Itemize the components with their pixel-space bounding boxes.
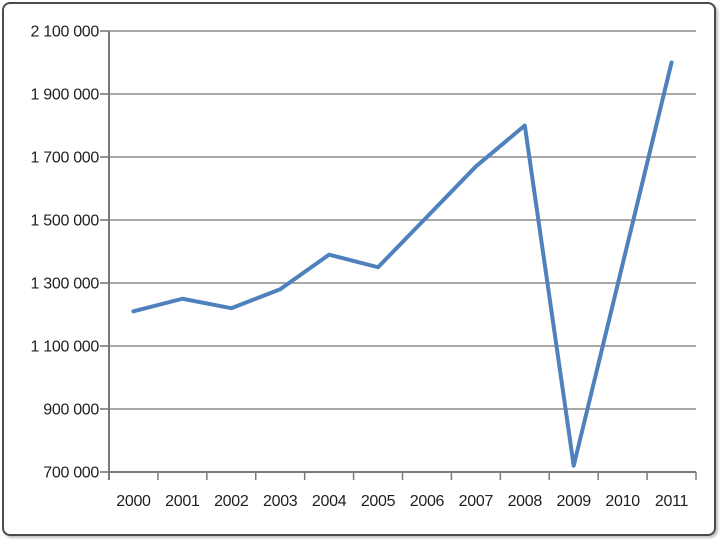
x-axis-label: 2000 bbox=[116, 493, 151, 510]
y-axis-label: 1 500 000 bbox=[31, 213, 100, 230]
y-axis-label: 2 100 000 bbox=[31, 24, 100, 41]
x-axis-label: 2010 bbox=[605, 493, 640, 510]
x-axis-label: 2011 bbox=[655, 493, 689, 510]
x-axis-label: 2004 bbox=[312, 493, 347, 510]
x-axis-label: 2002 bbox=[214, 493, 249, 510]
x-axis-label: 2003 bbox=[263, 493, 298, 510]
x-axis-label: 2009 bbox=[557, 493, 592, 510]
y-axis-label: 700 000 bbox=[43, 465, 99, 482]
y-axis-label: 900 000 bbox=[43, 402, 99, 419]
x-axis-label: 2001 bbox=[165, 493, 200, 510]
y-axis-label: 1 100 000 bbox=[31, 339, 100, 356]
x-axis-label: 2007 bbox=[459, 493, 494, 510]
y-axis-label: 1 900 000 bbox=[31, 87, 100, 104]
y-axis-label: 1 700 000 bbox=[31, 150, 100, 167]
x-axis-label: 2006 bbox=[410, 493, 445, 510]
y-axis-label: 1 300 000 bbox=[31, 276, 100, 293]
data-series-line bbox=[131, 60, 674, 468]
x-axis-label: 2008 bbox=[508, 493, 543, 510]
x-axis-label: 2005 bbox=[361, 493, 396, 510]
line-chart: 700 000 900 000 1 100 000 1 300 000 1 500 00… bbox=[31, 24, 697, 510]
